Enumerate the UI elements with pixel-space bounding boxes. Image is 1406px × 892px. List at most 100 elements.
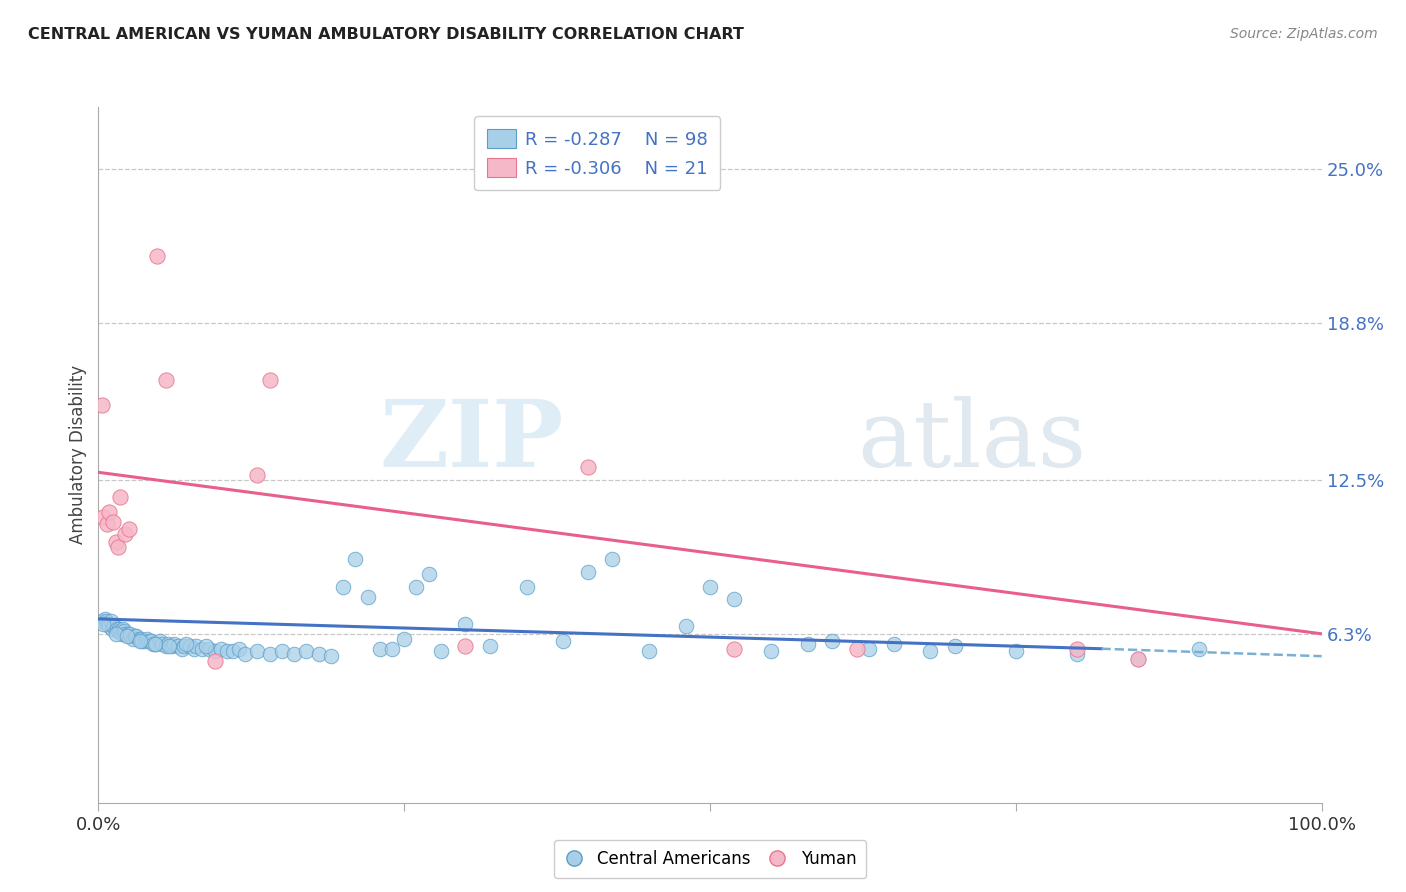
- Point: [308, 647, 330, 661]
- Point: [101, 619, 124, 633]
- Point: [96, 616, 118, 631]
- Point: [129, 632, 152, 646]
- Point: [197, 641, 219, 656]
- Point: [134, 634, 156, 648]
- Point: [191, 641, 214, 656]
- Point: [107, 624, 129, 639]
- Point: [115, 629, 138, 643]
- Point: [103, 619, 125, 633]
- Point: [173, 639, 195, 653]
- Point: [111, 622, 134, 636]
- Point: [883, 637, 905, 651]
- Point: [381, 641, 404, 656]
- Point: [638, 644, 661, 658]
- Point: [723, 592, 745, 607]
- Point: [920, 644, 942, 658]
- Point: [204, 644, 226, 658]
- Point: [91, 616, 114, 631]
- Point: [91, 510, 114, 524]
- Point: [222, 644, 245, 658]
- Point: [100, 615, 122, 629]
- Point: [1128, 651, 1150, 665]
- Point: [91, 615, 114, 629]
- Point: [157, 639, 180, 653]
- Point: [98, 505, 121, 519]
- Point: [138, 634, 160, 648]
- Point: [246, 644, 269, 658]
- Point: [121, 632, 143, 646]
- Point: [155, 373, 177, 387]
- Point: [845, 641, 868, 656]
- Point: [553, 634, 575, 648]
- Point: [97, 616, 120, 631]
- Point: [1188, 641, 1211, 656]
- Point: [155, 639, 177, 653]
- Point: [215, 644, 238, 658]
- Point: [233, 647, 256, 661]
- Point: [145, 637, 167, 651]
- Point: [160, 639, 183, 653]
- Point: [125, 629, 148, 643]
- Point: [136, 632, 159, 646]
- Point: [418, 567, 440, 582]
- Point: [110, 490, 132, 504]
- Point: [204, 654, 226, 668]
- Point: [129, 634, 152, 648]
- Point: [111, 627, 134, 641]
- Point: [101, 622, 124, 636]
- Text: ZIP: ZIP: [380, 396, 564, 486]
- Point: [170, 641, 193, 656]
- Point: [259, 373, 281, 387]
- Point: [515, 580, 537, 594]
- Point: [105, 622, 128, 636]
- Point: [319, 649, 342, 664]
- Point: [405, 580, 427, 594]
- Point: [259, 647, 281, 661]
- Point: [117, 627, 139, 641]
- Point: [114, 527, 136, 541]
- Point: [157, 637, 180, 651]
- Point: [454, 639, 477, 653]
- Point: [128, 632, 150, 646]
- Point: [478, 639, 501, 653]
- Point: [112, 624, 135, 639]
- Point: [858, 641, 880, 656]
- Text: atlas: atlas: [856, 396, 1085, 486]
- Point: [368, 641, 391, 656]
- Point: [94, 615, 117, 629]
- Point: [228, 641, 250, 656]
- Text: CENTRAL AMERICAN VS YUMAN AMBULATORY DISABILITY CORRELATION CHART: CENTRAL AMERICAN VS YUMAN AMBULATORY DIS…: [28, 27, 744, 42]
- Point: [93, 612, 115, 626]
- Point: [761, 644, 783, 658]
- Y-axis label: Ambulatory Disability: Ambulatory Disability: [69, 366, 87, 544]
- Point: [344, 552, 367, 566]
- Point: [107, 540, 129, 554]
- Legend: Central Americans, Yuman: Central Americans, Yuman: [554, 840, 866, 878]
- Point: [1128, 651, 1150, 665]
- Point: [150, 637, 173, 651]
- Point: [723, 641, 745, 656]
- Point: [183, 641, 205, 656]
- Point: [142, 637, 165, 651]
- Point: [143, 637, 166, 651]
- Point: [104, 534, 127, 549]
- Point: [699, 580, 721, 594]
- Point: [101, 515, 124, 529]
- Point: [149, 634, 172, 648]
- Point: [118, 523, 141, 537]
- Point: [295, 644, 318, 658]
- Point: [96, 517, 118, 532]
- Point: [209, 641, 232, 656]
- Point: [176, 637, 198, 651]
- Point: [110, 624, 132, 639]
- Point: [430, 644, 453, 658]
- Point: [797, 637, 820, 651]
- Point: [392, 632, 416, 646]
- Point: [139, 634, 162, 648]
- Point: [1066, 641, 1088, 656]
- Point: [675, 619, 697, 633]
- Point: [146, 249, 169, 263]
- Point: [356, 590, 378, 604]
- Point: [91, 398, 114, 412]
- Point: [179, 639, 201, 653]
